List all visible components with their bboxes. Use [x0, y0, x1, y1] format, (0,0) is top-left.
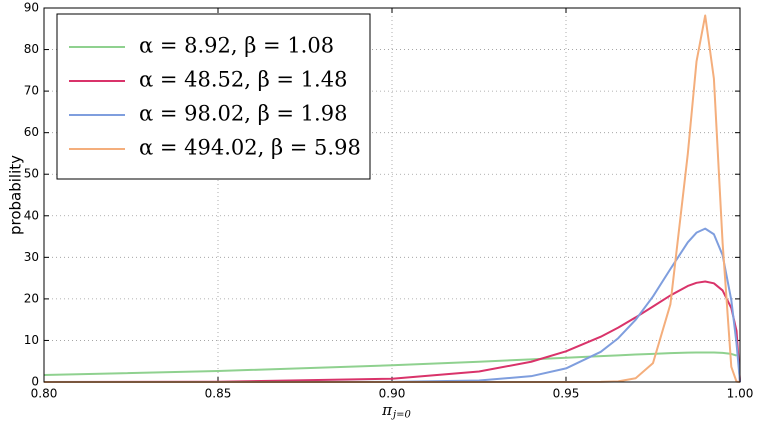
- legend-box: [56, 13, 371, 180]
- x-tick-label: 0.90: [379, 387, 406, 401]
- y-tick-label: 70: [24, 84, 39, 98]
- y-tick-label: 90: [24, 1, 39, 15]
- y-tick-label: 40: [24, 208, 39, 222]
- legend-label: α = 494.02, β = 5.98: [139, 136, 361, 160]
- y-axis-label: probability: [7, 155, 25, 235]
- series-line: [43, 351, 737, 377]
- y-tick-label: 0: [31, 375, 39, 389]
- y-tick-label: 50: [24, 167, 39, 181]
- y-tick-label: 60: [24, 125, 39, 139]
- x-tick-label: 0.80: [31, 387, 58, 401]
- series-line: [43, 280, 741, 383]
- series-line: [44, 227, 741, 383]
- x-tick-label: 0.85: [205, 387, 232, 401]
- y-tick-label: 80: [24, 42, 39, 56]
- x-axis-label: π: [381, 401, 393, 419]
- legend-label: α = 48.52, β = 1.48: [139, 68, 347, 92]
- plot-frame: [43, 7, 741, 383]
- legend-label: α = 98.02, β = 1.98: [139, 102, 347, 126]
- x-tick-label: 1.00: [727, 387, 754, 401]
- y-tick-label: 10: [24, 333, 39, 347]
- x-axis-label-subscript: j=0: [391, 410, 411, 421]
- legend-label: α = 8.92, β = 1.08: [139, 34, 334, 58]
- x-tick-label: 0.95: [553, 387, 580, 401]
- y-tick-label: 20: [24, 291, 39, 305]
- y-tick-label: 30: [24, 250, 39, 264]
